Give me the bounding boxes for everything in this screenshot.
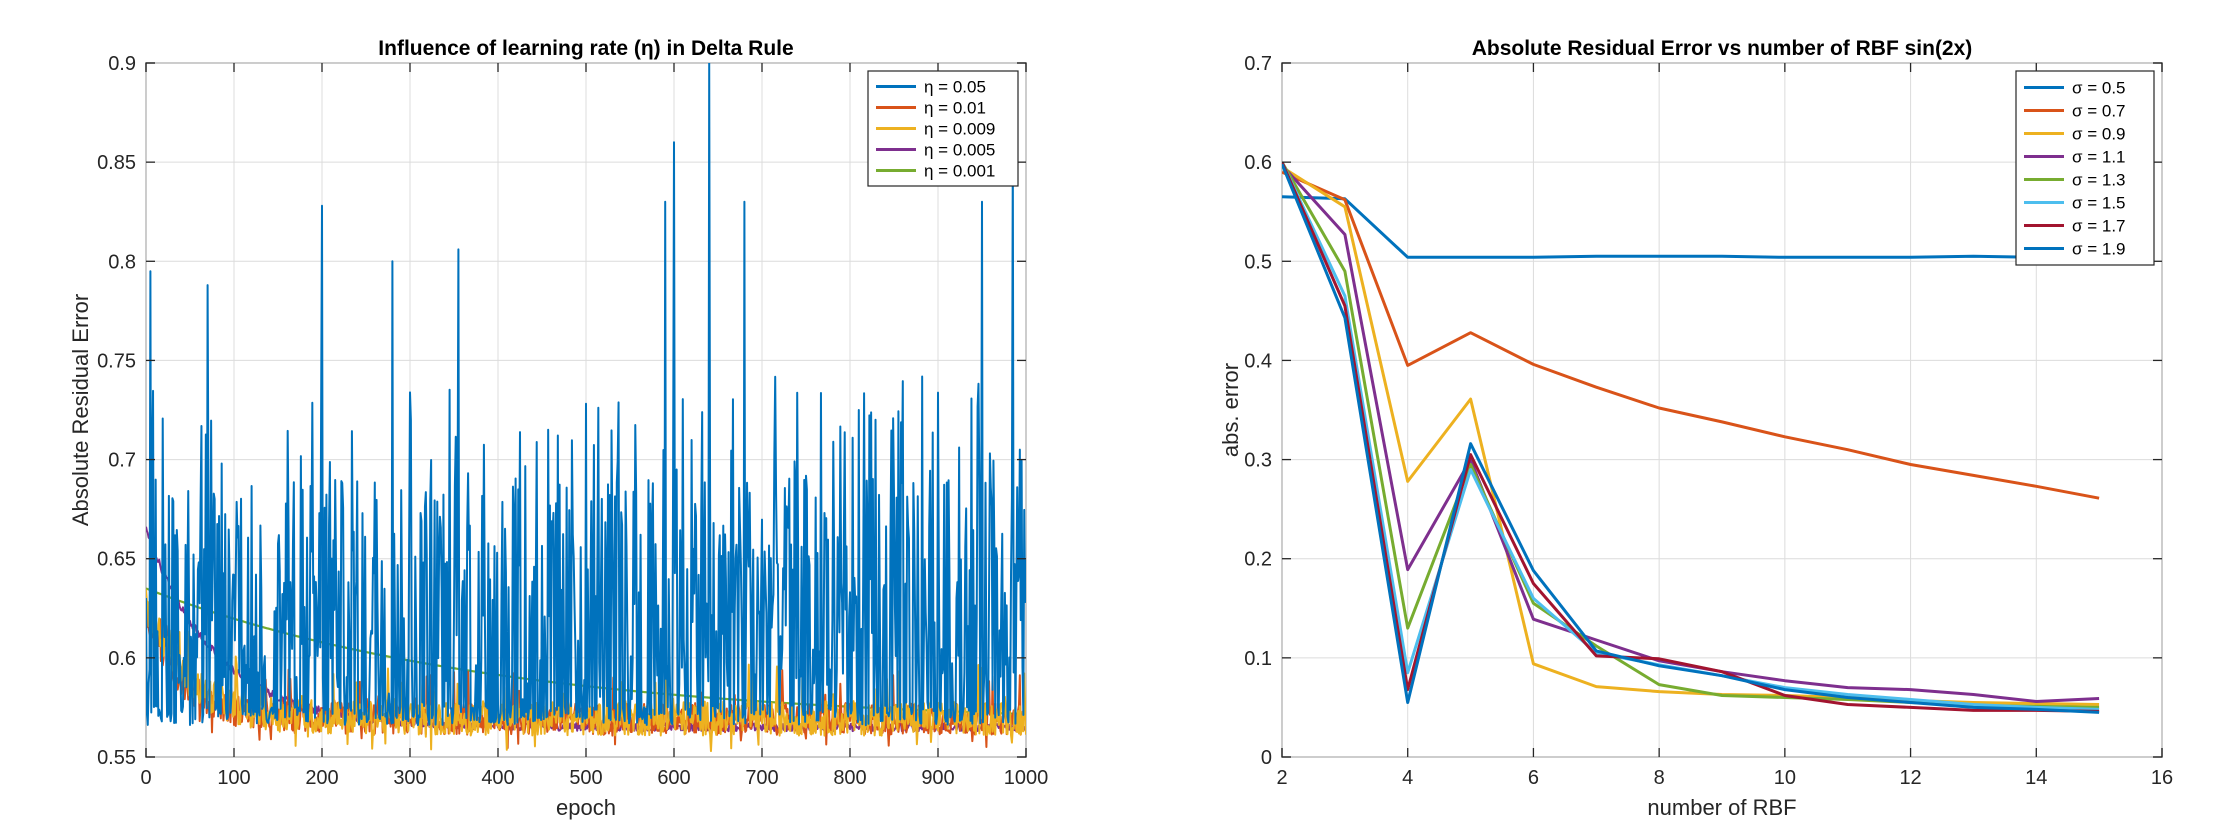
legend-label-1: σ = 0.7	[2072, 102, 2126, 121]
legend: η = 0.05 η = 0.01 η = 0.009 η = 0.005 η = 0.…	[867, 70, 1019, 187]
y-tick-label: 0.8	[108, 251, 136, 273]
x-tick-label: 6	[1528, 767, 1539, 789]
y-tick-label: 0.6	[108, 648, 136, 670]
y-tick-label: 0.55	[97, 747, 136, 769]
x-tick-label: 0	[140, 767, 151, 789]
legend-label-4: σ = 1.3	[2072, 171, 2126, 190]
legend-label-4: η = 0.001	[924, 162, 995, 181]
legend: σ = 0.5 σ = 0.7 σ = 0.9 σ = 1.1 σ = 1.3 σ = 1…	[2015, 70, 2155, 266]
rbf-axes: 2 4 6 8 10 12 14 16 0 0.1 0.2 0.3 0.4 0.5 0.6 0.7 Absol…	[1218, 37, 2173, 820]
axis-ticks: 2 4 6 8 10 12 14 16 0 0.1 0.2 0.3 0.4 0.5 0.6 0.7	[1244, 53, 2173, 789]
x-tick-label: 900	[921, 767, 954, 789]
y-tick-label: 0	[1261, 747, 1272, 769]
y-tick-label: 0.65	[97, 549, 136, 571]
legend-box	[2015, 70, 2155, 266]
legend-label-2: σ = 0.9	[2072, 125, 2126, 144]
legend-label-0: η = 0.05	[924, 78, 986, 97]
y-tick-label: 0.5	[1244, 251, 1272, 273]
y-tick-label: 0.3	[1244, 450, 1272, 472]
y-tick-label: 0.75	[97, 350, 136, 372]
y-tick-label: 0.4	[1244, 350, 1272, 372]
x-tick-label: 8	[1654, 767, 1665, 789]
series-line-7	[1282, 163, 2100, 714]
series-line-0	[1282, 195, 2100, 259]
chart-title: Absolute Residual Error vs number of RBF…	[1472, 37, 1973, 60]
y-axis-label: abs. error	[1218, 363, 1243, 457]
y-tick-label: 0.7	[1244, 53, 1272, 75]
series-lines	[146, 63, 1026, 753]
legend-label-6: σ = 1.7	[2072, 217, 2126, 236]
legend-label-3: σ = 1.1	[2072, 148, 2126, 167]
x-tick-label: 4	[1402, 767, 1413, 789]
y-axis-label: Absolute Residual Error	[68, 294, 93, 526]
x-tick-label: 800	[833, 767, 866, 789]
plot-area	[1281, 62, 2163, 758]
x-tick-label: 200	[305, 767, 338, 789]
axis-ticks: 0 100 200 300 400 500 600 700 800 900 1000 0.55 0.6 0…	[97, 53, 1048, 789]
x-axis-label: number of RBF	[1647, 795, 1796, 820]
series-line-0	[146, 63, 1026, 727]
learning-rate-axes: 0 100 200 300 400 500 600 700 800 900 1000 0.55 0.6 0…	[68, 37, 1048, 820]
y-tick-label: 0.9	[108, 53, 136, 75]
grid-lines	[1281, 62, 2163, 758]
x-tick-label: 14	[2025, 767, 2047, 789]
series-line-6	[1282, 161, 2100, 713]
legend-label-2: η = 0.009	[924, 120, 995, 139]
legend-label-7: σ = 1.9	[2072, 240, 2126, 259]
legend-label-0: σ = 0.5	[2072, 79, 2126, 98]
legend-label-1: η = 0.01	[924, 99, 986, 118]
x-tick-label: 600	[657, 767, 690, 789]
legend-label-3: η = 0.005	[924, 141, 995, 160]
x-tick-label: 1000	[1004, 767, 1049, 789]
legend-label-5: σ = 1.5	[2072, 194, 2126, 213]
y-tick-label: 0.6	[1244, 152, 1272, 174]
chart-title: Influence of learning rate (η) in Delta …	[378, 37, 793, 60]
y-tick-label: 0.2	[1244, 549, 1272, 571]
x-tick-label: 2	[1276, 767, 1287, 789]
series-lines	[1282, 161, 2100, 714]
series-line-1	[1282, 170, 2100, 500]
x-tick-label: 700	[745, 767, 778, 789]
x-tick-label: 500	[569, 767, 602, 789]
x-tick-label: 16	[2151, 767, 2173, 789]
y-tick-label: 0.7	[108, 450, 136, 472]
x-axis-label: epoch	[556, 795, 616, 820]
y-tick-label: 0.1	[1244, 648, 1272, 670]
x-tick-label: 100	[217, 767, 250, 789]
x-tick-label: 12	[1899, 767, 1921, 789]
y-tick-label: 0.85	[97, 152, 136, 174]
x-tick-label: 10	[1774, 767, 1796, 789]
x-tick-label: 300	[393, 767, 426, 789]
x-tick-label: 400	[481, 767, 514, 789]
